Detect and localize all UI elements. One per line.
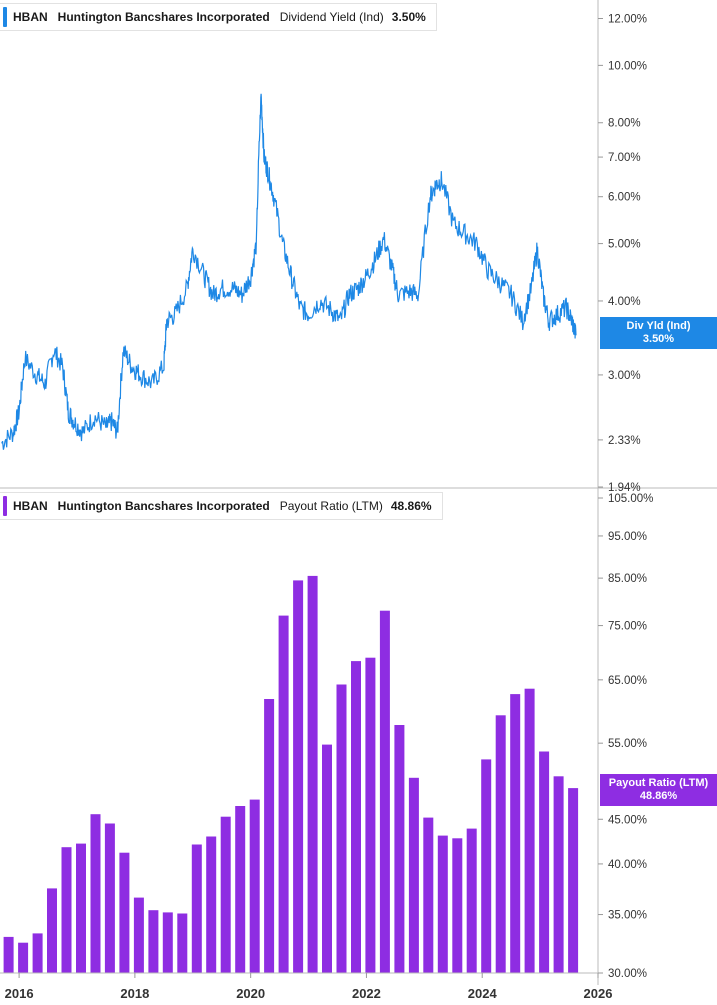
payout-bar bbox=[437, 835, 448, 973]
yield-y-tick-label: 7.00% bbox=[608, 152, 641, 164]
payout-bar bbox=[119, 852, 130, 973]
payout-bar bbox=[76, 843, 86, 973]
payout-bar bbox=[452, 838, 463, 973]
payout-bar bbox=[524, 688, 535, 973]
yield-tag-value: 3.50% bbox=[642, 333, 675, 345]
payout-bar bbox=[481, 759, 492, 973]
payout-value-tag: Payout Ratio (LTM) 48.86% bbox=[600, 774, 717, 806]
payout-bar bbox=[104, 823, 115, 973]
payout-bar bbox=[408, 777, 419, 973]
payout-y-tick-label: 45.00% bbox=[608, 814, 647, 826]
yield-legend-value: 3.50% bbox=[391, 10, 426, 24]
payout-bar bbox=[148, 910, 159, 973]
payout-bar bbox=[249, 799, 260, 973]
x-tick-label: 2020 bbox=[236, 986, 265, 1001]
payout-bar bbox=[3, 936, 14, 973]
yield-tag-title: Div Yld (Ind) bbox=[626, 320, 691, 332]
payout-y-tick-label: 75.00% bbox=[608, 621, 647, 633]
yield-y-tick-label: 5.00% bbox=[608, 239, 641, 251]
yield-y-tick-label: 1.94% bbox=[608, 482, 641, 494]
x-tick-label: 2022 bbox=[352, 986, 381, 1001]
yield-y-tick-label: 12.00% bbox=[608, 13, 647, 25]
dividend-yield-line bbox=[1, 93, 577, 450]
payout-legend[interactable]: HBAN Huntington Bancshares Incorporated … bbox=[0, 492, 443, 520]
yield-y-tick-label: 8.00% bbox=[608, 118, 641, 130]
payout-y-tick-label: 85.00% bbox=[608, 573, 647, 585]
payout-bar bbox=[394, 725, 405, 973]
payout-bar bbox=[351, 661, 361, 973]
x-tick-label: 2018 bbox=[120, 986, 149, 1001]
x-tick-label: 2016 bbox=[5, 986, 34, 1001]
payout-legend-metric: Payout Ratio (LTM) bbox=[279, 499, 383, 513]
payout-bar bbox=[235, 806, 246, 973]
yield-legend-ticker: HBAN bbox=[13, 10, 48, 24]
yield-y-tick-label: 4.00% bbox=[608, 296, 641, 308]
payout-bar bbox=[32, 933, 43, 973]
yield-legend[interactable]: HBAN Huntington Bancshares Incorporated … bbox=[0, 3, 437, 31]
payout-legend-swatch bbox=[3, 496, 7, 516]
payout-bar bbox=[90, 814, 101, 973]
payout-bar bbox=[133, 897, 144, 973]
payout-bar bbox=[177, 913, 188, 973]
payout-bar bbox=[423, 817, 434, 973]
payout-legend-ticker: HBAN bbox=[13, 499, 48, 513]
payout-bar bbox=[365, 657, 376, 973]
yield-y-tick-label: 10.00% bbox=[608, 60, 647, 72]
payout-bar bbox=[307, 575, 318, 973]
x-tick-label: 2024 bbox=[468, 986, 498, 1001]
payout-bar bbox=[495, 715, 506, 973]
payout-bar bbox=[568, 788, 579, 973]
payout-bar bbox=[293, 580, 304, 973]
payout-tag-value: 48.86% bbox=[639, 790, 678, 802]
payout-bar bbox=[47, 888, 57, 973]
payout-y-tick-label: 55.00% bbox=[608, 738, 647, 750]
payout-bar bbox=[322, 744, 332, 973]
payout-bar bbox=[206, 836, 217, 973]
payout-bar bbox=[336, 684, 347, 973]
yield-y-tick-label: 6.00% bbox=[608, 192, 641, 204]
yield-legend-company: Huntington Bancshares Incorporated bbox=[57, 10, 270, 24]
payout-bar bbox=[220, 816, 231, 973]
yield-legend-swatch bbox=[3, 7, 7, 27]
payout-legend-value: 48.86% bbox=[390, 499, 432, 513]
yield-legend-metric: Dividend Yield (Ind) bbox=[279, 10, 384, 24]
payout-bar bbox=[18, 942, 29, 973]
payout-y-tick-label: 30.00% bbox=[608, 968, 647, 980]
payout-y-tick-label: 95.00% bbox=[608, 531, 647, 543]
payout-bar bbox=[162, 912, 173, 973]
payout-bar bbox=[379, 610, 390, 973]
payout-y-tick-label: 105.00% bbox=[608, 493, 653, 505]
payout-legend-company: Huntington Bancshares Incorporated bbox=[57, 499, 270, 513]
payout-bar bbox=[264, 699, 275, 973]
payout-bar bbox=[191, 844, 202, 973]
yield-value-tag: Div Yld (Ind) 3.50% bbox=[600, 317, 717, 349]
payout-bar bbox=[539, 751, 550, 973]
payout-y-tick-label: 35.00% bbox=[608, 910, 647, 922]
payout-bar bbox=[278, 615, 289, 973]
payout-bar bbox=[553, 776, 564, 973]
yield-y-tick-label: 2.33% bbox=[608, 435, 641, 447]
x-tick-label: 2026 bbox=[584, 986, 613, 1001]
payout-tag-title: Payout Ratio (LTM) bbox=[608, 777, 709, 789]
payout-y-tick-label: 65.00% bbox=[608, 675, 647, 687]
payout-bar bbox=[510, 694, 521, 973]
yield-y-tick-label: 3.00% bbox=[608, 370, 641, 382]
payout-bar bbox=[61, 847, 72, 973]
payout-bar bbox=[466, 828, 477, 973]
payout-y-tick-label: 40.00% bbox=[608, 859, 647, 871]
